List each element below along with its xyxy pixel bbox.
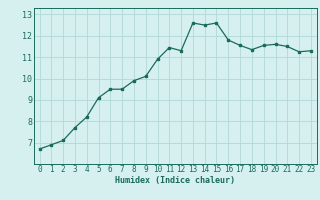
- X-axis label: Humidex (Indice chaleur): Humidex (Indice chaleur): [115, 176, 235, 185]
